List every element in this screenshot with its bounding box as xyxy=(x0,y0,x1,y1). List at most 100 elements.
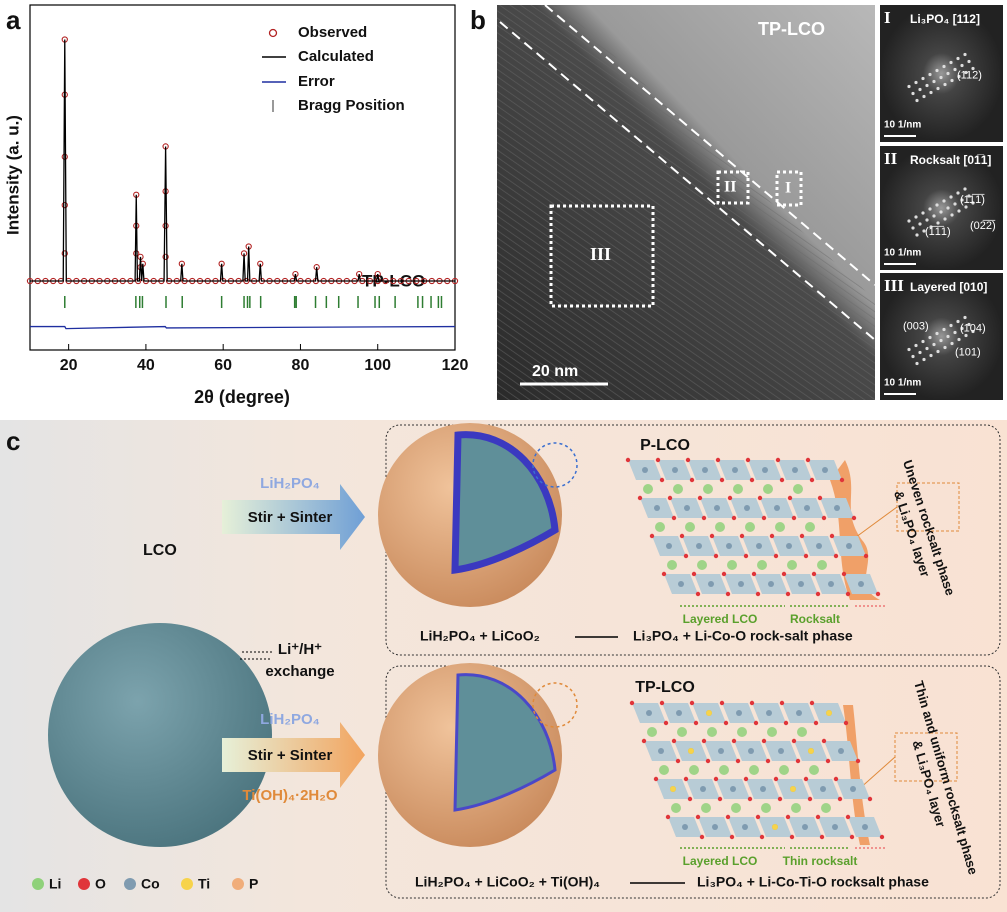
co-atom xyxy=(834,505,840,511)
region-label: Layered LCO xyxy=(683,612,758,626)
diffraction-spot xyxy=(949,60,953,65)
reactants: LiH₂PO₄ + LiCoO₂ + Ti(OH)₄ xyxy=(415,874,600,890)
o-atom xyxy=(719,700,725,706)
sample-label: TP-LCO xyxy=(758,19,825,39)
legend-label: Li xyxy=(49,876,61,892)
inset-numeral: III xyxy=(884,276,904,295)
li-atom xyxy=(697,560,707,570)
diffraction-spot xyxy=(949,195,953,199)
diffraction-spot xyxy=(939,210,943,214)
diffraction-spot xyxy=(929,353,933,358)
diffraction-spot xyxy=(971,329,975,334)
x-tick-label: 40 xyxy=(137,357,155,374)
o-atom xyxy=(879,834,885,840)
series-line xyxy=(30,39,455,282)
o-atom xyxy=(649,533,655,539)
o-atom xyxy=(659,477,665,483)
co-atom xyxy=(748,748,754,754)
li-atom xyxy=(797,727,807,737)
diffraction-spot xyxy=(918,350,922,355)
o-atom xyxy=(809,477,815,483)
o-atom xyxy=(779,477,785,483)
o-atom xyxy=(821,738,827,744)
diffraction-spot xyxy=(922,229,926,233)
o-atom xyxy=(731,515,737,521)
li-atom xyxy=(673,484,683,494)
legend-label: Ti xyxy=(198,876,210,892)
diffraction-spot xyxy=(942,327,946,332)
diffraction-spot xyxy=(943,217,947,221)
li-atom xyxy=(733,484,743,494)
diffraction-spot xyxy=(928,335,932,340)
diffraction-spot xyxy=(957,74,961,79)
o-atom xyxy=(679,533,685,539)
diffraction-spot xyxy=(956,191,960,195)
diffraction-spot xyxy=(950,78,954,83)
diffraction-spot xyxy=(907,84,911,89)
ti-atom xyxy=(790,786,796,792)
diffraction-spot xyxy=(911,91,915,96)
diffraction-spot xyxy=(932,214,936,218)
o-atom xyxy=(783,720,789,726)
legend-label: Calculated xyxy=(298,48,374,65)
diffraction-spot xyxy=(921,211,925,215)
diffraction-spot xyxy=(907,347,911,352)
diffraction-spot xyxy=(915,361,919,366)
o-atom xyxy=(683,553,689,559)
li-atom xyxy=(689,765,699,775)
legend-marker xyxy=(78,878,90,890)
diffraction-spot xyxy=(956,319,960,324)
diffraction-spot xyxy=(943,345,947,350)
process-arrow xyxy=(222,722,365,788)
panel-label: b xyxy=(470,5,486,35)
o-atom xyxy=(807,796,813,802)
diffraction-spot xyxy=(953,67,957,72)
li-atom xyxy=(793,484,803,494)
diffraction-spot xyxy=(964,70,968,75)
li-atom xyxy=(703,484,713,494)
co-atom xyxy=(768,581,774,587)
observed-point xyxy=(133,250,140,257)
co-atom xyxy=(708,581,714,587)
diffraction-spot xyxy=(914,215,918,219)
o-atom xyxy=(689,477,695,483)
zoom-circle xyxy=(532,442,578,488)
ti-atom xyxy=(688,748,694,754)
co-atom xyxy=(832,824,838,830)
co-atom xyxy=(760,786,766,792)
x-tick-label: 100 xyxy=(364,357,391,374)
o-atom xyxy=(791,515,797,521)
o-atom xyxy=(843,720,849,726)
co-atom xyxy=(756,543,762,549)
fft-inset xyxy=(880,273,1003,400)
x-tick-label: 20 xyxy=(60,357,78,374)
diffraction-spot xyxy=(963,52,967,57)
li-atom xyxy=(809,765,819,775)
diffraction-spot xyxy=(942,199,946,203)
diffraction-spot xyxy=(964,333,968,338)
diffraction-spot xyxy=(953,202,957,206)
inset-title: Layered [010] xyxy=(910,280,987,294)
observed-point xyxy=(162,253,169,260)
o-atom xyxy=(781,571,787,577)
legend-marker xyxy=(268,28,278,38)
diffraction-spot xyxy=(911,226,915,230)
o-atom xyxy=(727,495,733,501)
o-atom xyxy=(787,495,793,501)
o-atom xyxy=(863,553,869,559)
diffraction-spot xyxy=(929,225,933,229)
spot-label: (003) xyxy=(903,320,929,332)
diffraction-spot xyxy=(932,342,936,347)
o-atom xyxy=(789,834,795,840)
co-atom xyxy=(846,543,852,549)
o-atom xyxy=(745,457,751,463)
diffraction-spot xyxy=(960,198,964,202)
li-atom xyxy=(805,522,815,532)
co-atom xyxy=(850,786,856,792)
panel-a: a Intensity (a. u.) 2θ (degree) TP-LCO xyxy=(3,4,456,407)
co-atom xyxy=(798,581,804,587)
diffraction-spot xyxy=(929,90,933,95)
o-atom xyxy=(695,814,701,820)
li-atom xyxy=(775,522,785,532)
li-atom xyxy=(719,765,729,775)
